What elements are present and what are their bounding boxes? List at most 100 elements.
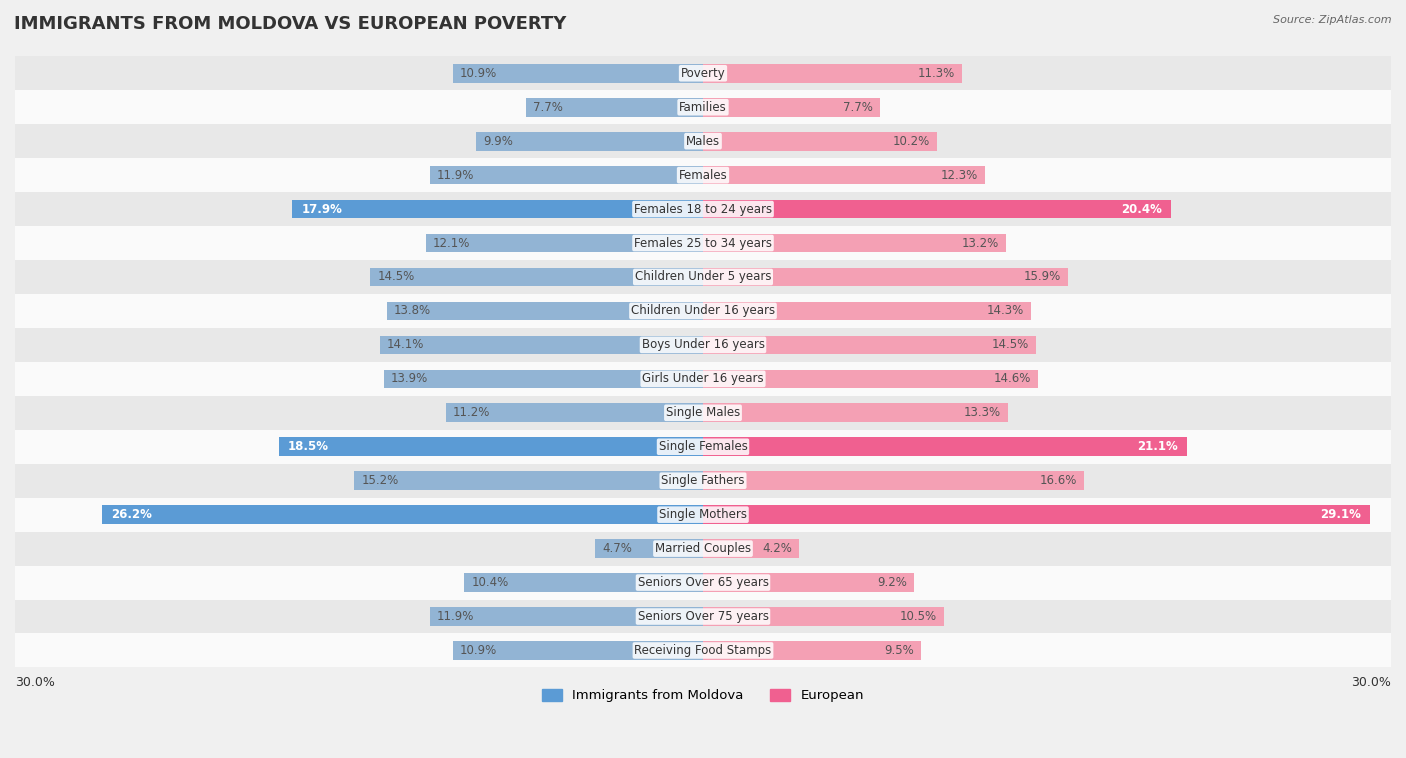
Bar [15, 56, 1391, 90]
Legend: Immigrants from Moldova, European: Immigrants from Moldova, European [537, 684, 869, 707]
Bar [354, 471, 703, 490]
Text: 15.9%: 15.9% [1024, 271, 1060, 283]
Text: Children Under 5 years: Children Under 5 years [634, 271, 772, 283]
Text: IMMIGRANTS FROM MOLDOVA VS EUROPEAN POVERTY: IMMIGRANTS FROM MOLDOVA VS EUROPEAN POVE… [14, 15, 567, 33]
Text: Children Under 16 years: Children Under 16 years [631, 305, 775, 318]
Text: 30.0%: 30.0% [15, 676, 55, 689]
Bar [426, 233, 703, 252]
Bar [15, 634, 1391, 668]
Bar [703, 506, 1371, 524]
Bar [387, 302, 703, 321]
Bar [15, 328, 1391, 362]
Text: Poverty: Poverty [681, 67, 725, 80]
Text: 26.2%: 26.2% [111, 508, 152, 522]
Text: 30.0%: 30.0% [1351, 676, 1391, 689]
Bar [703, 132, 936, 151]
Bar [15, 498, 1391, 531]
Bar [15, 464, 1391, 498]
Bar [15, 565, 1391, 600]
Bar [703, 471, 1084, 490]
Text: 12.3%: 12.3% [941, 168, 979, 182]
Text: Females 18 to 24 years: Females 18 to 24 years [634, 202, 772, 215]
Text: 15.2%: 15.2% [361, 475, 398, 487]
Text: Females: Females [679, 168, 727, 182]
Text: Single Females: Single Females [658, 440, 748, 453]
Bar [453, 64, 703, 83]
Text: 16.6%: 16.6% [1039, 475, 1077, 487]
Bar [446, 403, 703, 422]
Bar [703, 302, 1031, 321]
Bar [703, 268, 1067, 287]
Bar [703, 369, 1038, 388]
Text: 13.9%: 13.9% [391, 372, 429, 385]
Text: Single Fathers: Single Fathers [661, 475, 745, 487]
Text: Source: ZipAtlas.com: Source: ZipAtlas.com [1274, 15, 1392, 25]
Text: Single Males: Single Males [666, 406, 740, 419]
Text: 29.1%: 29.1% [1320, 508, 1361, 522]
Bar [430, 166, 703, 184]
Bar [477, 132, 703, 151]
Text: 13.8%: 13.8% [394, 305, 430, 318]
Text: Girls Under 16 years: Girls Under 16 years [643, 372, 763, 385]
Bar [15, 260, 1391, 294]
Text: 7.7%: 7.7% [842, 101, 873, 114]
Bar [278, 437, 703, 456]
Bar [15, 430, 1391, 464]
Text: 10.5%: 10.5% [900, 610, 936, 623]
Bar [15, 90, 1391, 124]
Text: 11.9%: 11.9% [437, 168, 474, 182]
Bar [703, 64, 962, 83]
Bar [703, 641, 921, 659]
Text: 9.9%: 9.9% [482, 135, 513, 148]
Bar [15, 362, 1391, 396]
Bar [15, 396, 1391, 430]
Text: Males: Males [686, 135, 720, 148]
Bar [15, 158, 1391, 192]
Text: Seniors Over 75 years: Seniors Over 75 years [637, 610, 769, 623]
Bar [15, 600, 1391, 634]
Text: 10.4%: 10.4% [471, 576, 509, 589]
Text: Single Mothers: Single Mothers [659, 508, 747, 522]
Bar [703, 166, 986, 184]
Text: 14.5%: 14.5% [991, 338, 1029, 352]
Bar [370, 268, 703, 287]
Text: 21.1%: 21.1% [1137, 440, 1178, 453]
Text: 12.1%: 12.1% [433, 236, 470, 249]
Bar [703, 607, 943, 626]
Text: 18.5%: 18.5% [288, 440, 329, 453]
Text: 14.1%: 14.1% [387, 338, 423, 352]
Text: 13.3%: 13.3% [965, 406, 1001, 419]
Bar [703, 539, 800, 558]
Bar [15, 531, 1391, 565]
Bar [430, 607, 703, 626]
Bar [15, 124, 1391, 158]
Text: 10.9%: 10.9% [460, 644, 498, 657]
Bar [103, 506, 703, 524]
Text: 9.2%: 9.2% [877, 576, 907, 589]
Text: 10.2%: 10.2% [893, 135, 929, 148]
Text: 14.3%: 14.3% [987, 305, 1024, 318]
Bar [703, 336, 1036, 354]
Text: Seniors Over 65 years: Seniors Over 65 years [637, 576, 769, 589]
Text: 4.7%: 4.7% [602, 542, 631, 555]
Text: Receiving Food Stamps: Receiving Food Stamps [634, 644, 772, 657]
Text: Families: Families [679, 101, 727, 114]
Text: 4.2%: 4.2% [762, 542, 793, 555]
Bar [384, 369, 703, 388]
Bar [292, 200, 703, 218]
Text: 11.3%: 11.3% [918, 67, 955, 80]
Bar [703, 437, 1187, 456]
Text: Females 25 to 34 years: Females 25 to 34 years [634, 236, 772, 249]
Text: 14.5%: 14.5% [377, 271, 415, 283]
Text: Married Couples: Married Couples [655, 542, 751, 555]
Bar [703, 403, 1008, 422]
Bar [15, 226, 1391, 260]
Text: Boys Under 16 years: Boys Under 16 years [641, 338, 765, 352]
Bar [703, 573, 914, 592]
Bar [703, 200, 1171, 218]
Text: 9.5%: 9.5% [884, 644, 914, 657]
Bar [464, 573, 703, 592]
Text: 11.2%: 11.2% [453, 406, 491, 419]
Bar [595, 539, 703, 558]
Text: 7.7%: 7.7% [533, 101, 564, 114]
